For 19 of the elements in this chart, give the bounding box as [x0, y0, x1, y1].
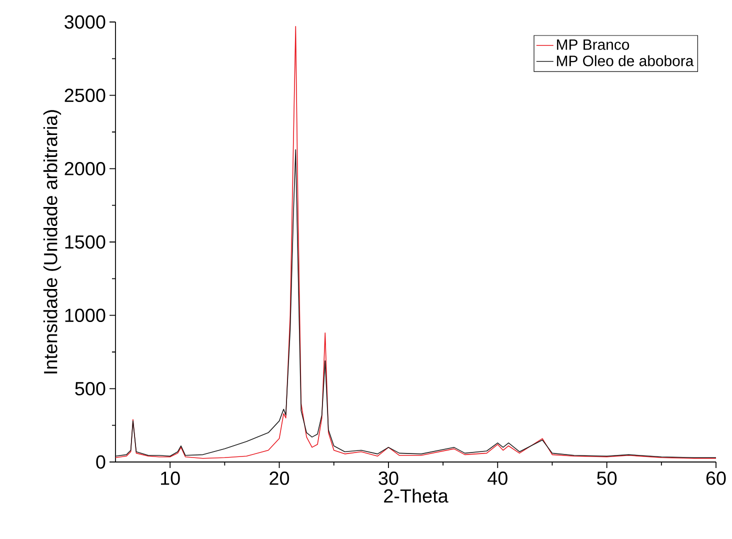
x-tick-label: 50	[597, 472, 617, 485]
line-series	[116, 149, 716, 458]
y-tick-label: 2500	[64, 88, 106, 102]
y-axis-title: Intensidade (Unidade arbitraria)	[43, 110, 62, 374]
y-tick-label: 3000	[64, 15, 106, 29]
x-tick-label: 20	[270, 472, 290, 485]
line-series	[116, 26, 716, 459]
x-axis-title: 2-Theta	[384, 488, 448, 503]
x-tick-label: 30	[378, 472, 398, 485]
legend-label: MP Branco	[557, 39, 630, 50]
y-tick-label: 2000	[64, 162, 106, 176]
y-tick-label: 500	[75, 382, 106, 396]
y-tick-label: 0	[96, 455, 106, 469]
x-tick-label: 10	[161, 472, 180, 485]
x-tick-label: 40	[488, 472, 508, 485]
legend-label: MP Oleo de abobora	[557, 55, 694, 66]
y-tick-label: 1000	[65, 308, 106, 322]
x-tick-label: 60	[706, 472, 726, 485]
y-tick-label: 1500	[65, 235, 106, 249]
